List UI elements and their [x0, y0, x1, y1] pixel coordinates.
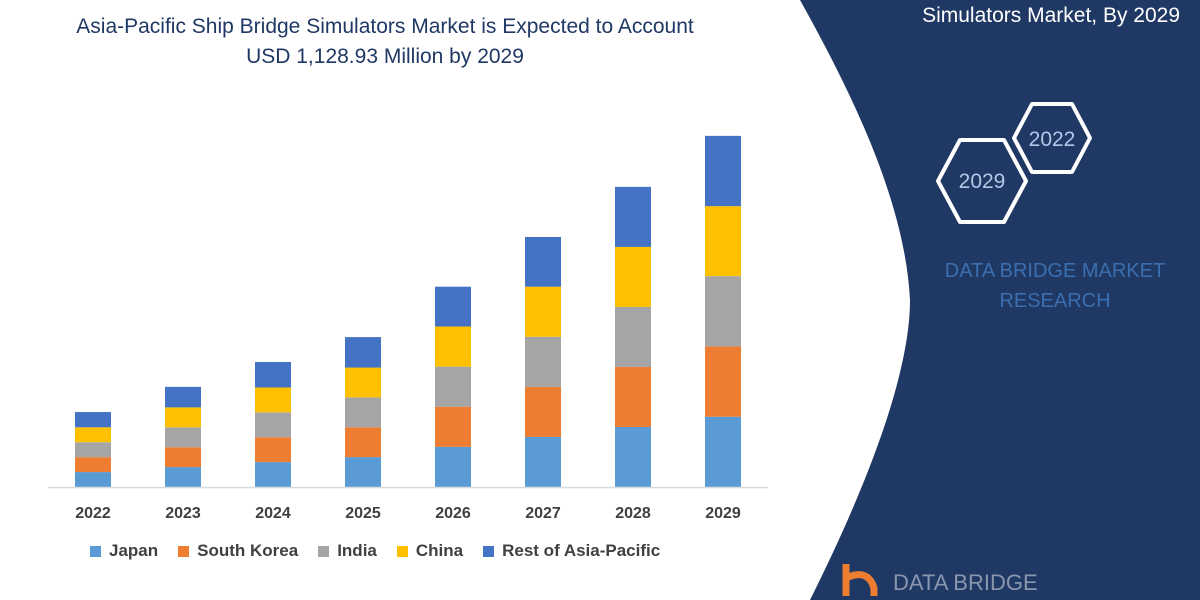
hexagon-label-2022: 2022 — [1029, 128, 1076, 151]
legend-label: China — [415, 541, 464, 560]
logo-text: DATA BRIDGE — [893, 570, 1038, 595]
bar-segment-south-korea-2029 — [705, 346, 741, 417]
bar-segment-south-korea-2024 — [255, 437, 291, 463]
chart-title: Asia-Pacific Ship Bridge Simulators Mark… — [76, 15, 694, 68]
data-bridge-logo-icon — [842, 564, 878, 596]
bar-segment-japan-2022 — [75, 472, 111, 487]
bar-segment-india-2022 — [75, 442, 111, 458]
legend-swatch — [318, 545, 330, 557]
bar-segment-rest-of-asia-pacific-2028 — [615, 186, 651, 247]
bar-segment-japan-2027 — [525, 436, 561, 487]
bar-segment-india-2026 — [435, 366, 471, 407]
stacked-bar-chart: 2022 2023 2024 2025 2026 2027 2028 2029 — [48, 135, 768, 522]
legend: Japan South Korea India China Rest of Asia-P… — [90, 541, 660, 561]
legend-item: Rest of Asia-Pacific — [483, 541, 660, 561]
x-tick-label: 2029 — [705, 505, 741, 522]
x-tick-label: 2024 — [255, 505, 291, 522]
bar-segment-south-korea-2022 — [75, 457, 111, 473]
bar-segment-south-korea-2027 — [525, 386, 561, 437]
legend-label: Rest of Asia-Pacific — [502, 541, 661, 560]
bar-segment-china-2025 — [345, 367, 381, 398]
bar-segment-japan-2029 — [705, 416, 741, 487]
bar-segment-china-2027 — [525, 286, 561, 337]
x-tick-label: 2023 — [165, 505, 201, 522]
x-tick-label: 2022 — [75, 505, 111, 522]
bar-segment-south-korea-2023 — [165, 447, 201, 468]
legend-label: Japan — [109, 541, 159, 560]
bar-segment-rest-of-asia-pacific-2027 — [525, 236, 561, 287]
x-tick-label: 2025 — [345, 505, 381, 522]
legend-item: India — [318, 541, 377, 561]
legend-swatch — [483, 545, 495, 557]
legend-swatch — [396, 545, 408, 557]
x-tick-label: 2027 — [525, 505, 561, 522]
bar-segment-rest-of-asia-pacific-2029 — [705, 135, 741, 207]
bar-segment-rest-of-asia-pacific-2026 — [435, 286, 471, 327]
bar-segment-india-2023 — [165, 427, 201, 448]
legend-item: China — [396, 541, 464, 561]
bar-segment-india-2028 — [615, 306, 651, 367]
bar-segment-south-korea-2028 — [615, 366, 651, 427]
legend-label: South Korea — [197, 541, 299, 560]
legend-item: Japan — [90, 541, 158, 561]
bar-segment-china-2024 — [255, 387, 291, 413]
bar-segment-china-2023 — [165, 407, 201, 428]
bar-segment-japan-2026 — [435, 446, 471, 487]
bar-segment-india-2029 — [705, 276, 741, 347]
bar-segment-india-2027 — [525, 336, 561, 387]
hexagon-label-2029: 2029 — [959, 170, 1006, 193]
bar-segment-china-2029 — [705, 206, 741, 277]
bar-segment-japan-2024 — [255, 462, 291, 487]
bar-segment-japan-2028 — [615, 426, 651, 487]
bar-segment-rest-of-asia-pacific-2024 — [255, 361, 291, 388]
bar-segment-india-2024 — [255, 412, 291, 438]
bar-segment-india-2025 — [345, 397, 381, 428]
bar-segment-rest-of-asia-pacific-2023 — [165, 386, 201, 408]
bar-segment-rest-of-asia-pacific-2022 — [75, 412, 111, 428]
legend-label: India — [337, 541, 377, 560]
x-tick-label: 2028 — [615, 505, 651, 522]
bar-segment-china-2022 — [75, 427, 111, 443]
hexagon-2029: 2029 — [936, 138, 1028, 224]
x-tick-label: 2026 — [435, 505, 471, 522]
bar-segment-south-korea-2026 — [435, 406, 471, 447]
bar-segment-japan-2025 — [345, 457, 381, 487]
bar-segment-rest-of-asia-pacific-2025 — [345, 337, 381, 368]
hexagon-2022: 2022 — [1012, 102, 1092, 174]
bar-segment-japan-2023 — [165, 467, 201, 487]
side-panel-title: Simulators Market, By 2029 — [922, 4, 1180, 27]
legend-swatch — [90, 545, 101, 557]
legend-swatch — [178, 545, 190, 557]
legend-item: South Korea — [178, 541, 298, 561]
bar-segment-china-2028 — [615, 246, 651, 307]
bar-segment-south-korea-2025 — [345, 427, 381, 458]
bar-segment-china-2026 — [435, 326, 471, 367]
brand-text: DATA BRIDGE MARKET RESEARCH — [944, 260, 1166, 312]
